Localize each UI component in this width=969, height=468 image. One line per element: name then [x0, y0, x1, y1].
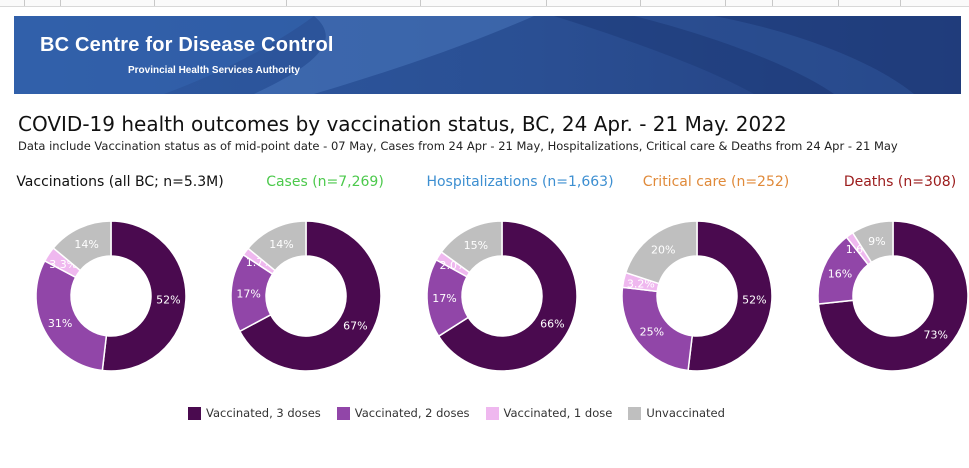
critical-care-chart-label: Critical care (n=252)	[642, 174, 790, 190]
deaths-label-unvaccinated: 9%	[868, 235, 885, 248]
legend-label-1-dose: Vaccinated, 1 dose	[503, 406, 613, 420]
vaccinations-chart-label: Vaccinations (all BC; n=5.3M)	[16, 174, 224, 190]
hospitalizations-chart-label: Hospitalizations (n=1,663)	[426, 174, 614, 190]
cases-label-2-doses: 17%	[236, 287, 260, 300]
legend-swatch-2-doses	[336, 406, 350, 420]
cases-chart-label: Cases (n=7,269)	[266, 174, 384, 190]
deaths-slice-3-doses	[817, 220, 969, 372]
cases-label-unvaccinated: 14%	[269, 238, 293, 251]
banner-title: BC Centre for Disease Control	[40, 34, 334, 56]
cases-label-3-doses: 67%	[343, 320, 367, 333]
vaccinations-label-2-doses: 31%	[48, 317, 72, 330]
vaccinations-slice-3-doses	[101, 220, 187, 372]
hospitalizations-slice-unvaccinated	[440, 220, 503, 274]
legend-label-unvaccinated: Unvaccinated	[646, 406, 725, 420]
legend-swatch-unvaccinated	[628, 406, 642, 420]
bccdc-banner: BC Centre for Disease Control Provincial…	[14, 16, 961, 94]
legend-swatch-1-dose	[485, 406, 499, 420]
deaths-chart-label: Deaths (n=308)	[843, 174, 957, 190]
critical-care-label-1-dose: 3.2%	[627, 278, 655, 291]
chart-subtitle: Data include Vaccination status as of mi…	[18, 139, 898, 153]
cases-slice-3-doses	[238, 220, 382, 372]
hospitalizations-label-2-doses: 17%	[432, 292, 456, 305]
vaccinations-label-3-doses: 52%	[156, 293, 180, 306]
deaths-slice-unvaccinated	[851, 220, 894, 264]
deaths-label-3-doses: 73%	[924, 328, 948, 341]
critical-care-label-2-doses: 25%	[640, 326, 664, 339]
legend-label-2-doses: Vaccinated, 2 doses	[354, 406, 470, 420]
legend-swatch-3-doses	[188, 406, 201, 420]
banner-subtitle: Provincial Health Services Authority	[128, 65, 300, 76]
deaths-label-2-doses: 16%	[828, 268, 852, 281]
vaccinations-label-unvaccinated: 14%	[74, 238, 98, 251]
critical-care-slice-3-doses	[687, 220, 773, 372]
chart-legend: Vaccinated, 3 doses Vaccinated, 2 doses …	[188, 406, 741, 420]
hospitalizations-slice-3-doses	[437, 220, 578, 372]
legend-label-3-doses: Vaccinated, 3 doses	[206, 406, 321, 420]
critical-care-label-3-doses: 52%	[742, 293, 766, 306]
critical-care-slice-unvaccinated	[624, 220, 698, 285]
hospitalizations-label-3-doses: 66%	[540, 318, 564, 331]
legend-item-unvaccinated: Unvaccinated	[628, 406, 725, 420]
legend-item-1-dose: Vaccinated, 1 dose	[485, 406, 613, 420]
cases-slice-unvaccinated	[247, 220, 307, 272]
legend-item-3-doses: Vaccinated, 3 doses	[188, 406, 321, 420]
legend-item-2-doses: Vaccinated, 2 doses	[336, 406, 470, 420]
hospitalizations-label-unvaccinated: 15%	[464, 239, 488, 252]
banner-background	[14, 16, 961, 94]
critical-care-label-unvaccinated: 20%	[651, 243, 675, 256]
critical-care-slice-2-doses	[621, 286, 694, 372]
vaccinations-slice-2-doses	[35, 259, 108, 372]
top-toolbar-strip	[0, 0, 969, 7]
chart-title: COVID-19 health outcomes by vaccination …	[18, 112, 787, 136]
vaccinations-slice-unvaccinated	[52, 220, 112, 272]
